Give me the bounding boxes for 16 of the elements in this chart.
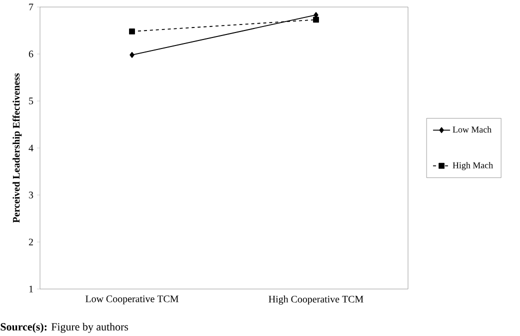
x-tick-label: High Cooperative TCM: [268, 296, 364, 305]
y-axis-title: Perceived Leadership Effectiveness: [12, 73, 22, 223]
y-tick-label: 3: [28, 192, 34, 198]
point: [313, 16, 319, 23]
y-tick-label: 4: [28, 144, 34, 152]
y-tick-label: 6: [28, 50, 34, 58]
y-tick-label: 5: [29, 98, 34, 104]
point: [129, 28, 135, 34]
legend-label: High Mach: [452, 162, 493, 170]
text: Source(s): Figure by authors: [0, 322, 128, 333]
point: [130, 52, 134, 58]
y-tick-label: 1: [29, 286, 33, 292]
legend-label: Low Mach: [452, 126, 492, 133]
y-tick-label: 7: [29, 4, 34, 10]
y-tick-label: 2: [28, 238, 33, 246]
x-tick-label: Low Cooperative TCM: [86, 296, 178, 304]
